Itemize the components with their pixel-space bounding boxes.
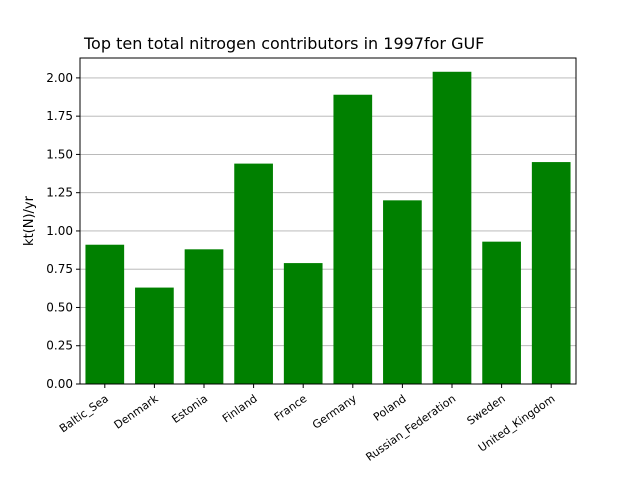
x-tick-label: Sweden <box>465 392 508 428</box>
bar-france <box>283 263 323 384</box>
bar-russian-federation <box>432 71 472 384</box>
y-axis-label: kt(N)/yr <box>22 195 37 246</box>
bar-baltic-sea <box>85 244 125 384</box>
bar-finland <box>234 163 273 384</box>
x-tick-label: Denmark <box>112 392 161 432</box>
bar-denmark <box>135 287 174 384</box>
y-tick-label: 0.75 <box>46 262 73 276</box>
bar-united-kingdom <box>531 162 571 384</box>
y-tick-label: 0.25 <box>46 339 73 353</box>
x-tick-label: France <box>272 392 310 424</box>
y-tick-label: 1.25 <box>46 186 73 200</box>
bars <box>85 71 571 384</box>
x-tick-label: Poland <box>371 392 409 424</box>
y-tick-label: 1.00 <box>46 224 73 238</box>
x-tick-label: Russian_Federation <box>363 392 458 464</box>
x-axis: Baltic_Sea Denmark Estonia Finland France Ger… <box>57 384 557 464</box>
chart-title: Top ten total nitrogen contributors in 1… <box>83 34 484 53</box>
x-tick-label: Estonia <box>170 392 211 426</box>
y-tick-label: 1.75 <box>46 109 73 123</box>
x-tick-label: Finland <box>220 392 260 425</box>
bar-poland <box>383 200 422 384</box>
y-tick-label: 1.50 <box>46 147 73 161</box>
bar-sweden <box>482 241 521 384</box>
bar-estonia <box>184 249 224 384</box>
x-tick-label: Baltic_Sea <box>57 392 111 435</box>
x-tick-label: Germany <box>310 392 359 432</box>
plot-frame <box>79 57 577 385</box>
y-tick-label: 0.00 <box>46 377 73 391</box>
y-tick-label: 2.00 <box>46 71 73 85</box>
y-axis: 0.00 0.25 0.50 0.75 1.00 1.25 1.50 1.75 2.00 <box>46 71 80 391</box>
y-tick-label: 0.50 <box>46 300 73 314</box>
bar-germany <box>333 94 373 384</box>
